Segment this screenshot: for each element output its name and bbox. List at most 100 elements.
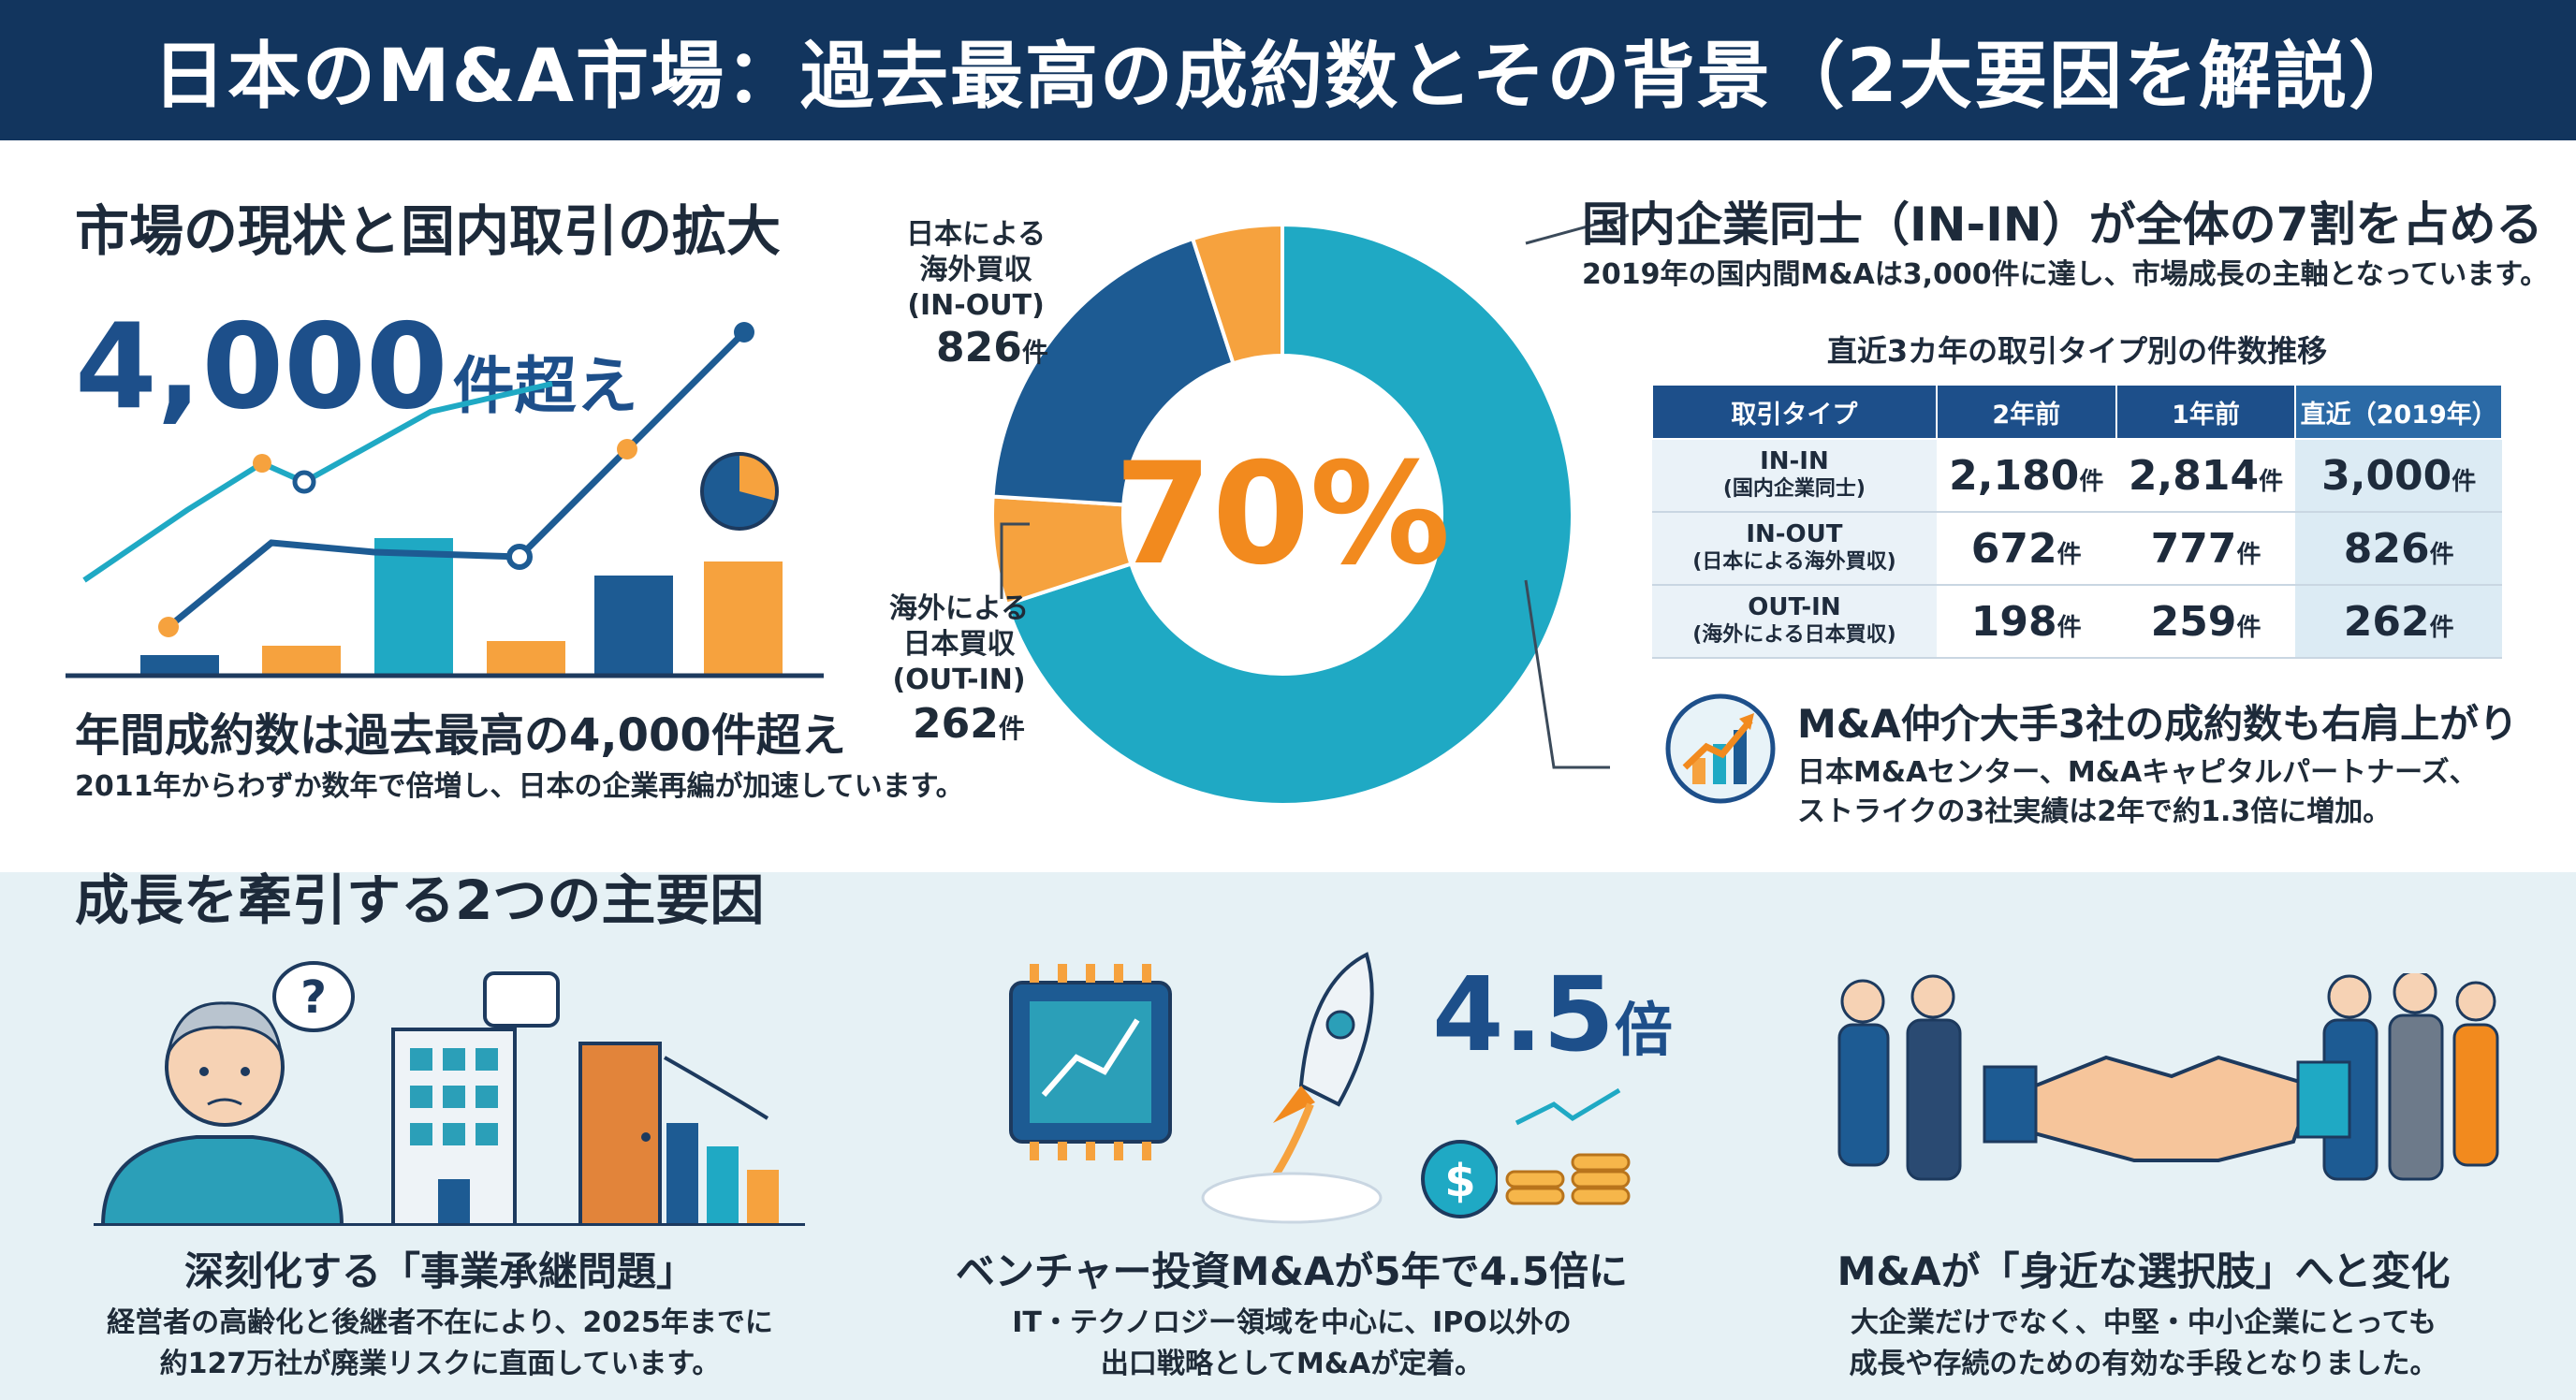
speech-bubble-icon <box>483 971 560 1028</box>
in-out-count-unit: 件 <box>1021 337 1048 368</box>
row-type-sub: (海外による日本買収) <box>1692 623 1896 647</box>
donut-center-percent: 70% <box>1114 433 1451 596</box>
donut-hole <box>1123 356 1442 674</box>
handshake-icon <box>2010 1055 2315 1162</box>
factors-heading: 成長を牽引する2つの主要因 <box>75 868 765 932</box>
cell-unit: 件 <box>2452 467 2477 496</box>
in-out-count: 826件 <box>936 324 1048 372</box>
big-number: 4,000 <box>75 298 448 435</box>
venture-line2: 出口戦略としてM&Aが定着。 <box>1100 1348 1484 1380</box>
cell-unit: 件 <box>2259 467 2284 496</box>
market-description: 2011年からわずか数年で倍増し、日本の企業再編が加速しています。 <box>75 770 964 803</box>
out-in-count: 262件 <box>913 700 1025 748</box>
out-in-count-value: 262 <box>913 700 999 748</box>
in-out-label-line: 日本による <box>906 218 1046 251</box>
in-out-label-line: 海外買収 <box>919 254 1032 286</box>
table-cell: 826件 <box>2295 512 2502 586</box>
donut-leader-lines <box>1000 213 1629 769</box>
table-cell: 672件 <box>1936 512 2116 586</box>
table-header-type: 取引タイプ <box>1651 384 1938 440</box>
growth-point <box>617 439 637 459</box>
cell-unit: 件 <box>2056 540 2082 569</box>
table-cell-type: IN-OUT (日本による海外買収) <box>1652 512 1937 586</box>
growth-bar-2 <box>262 646 341 674</box>
growth-point <box>253 454 271 473</box>
money-bag-icon <box>1421 1140 1498 1218</box>
table-cell: 198件 <box>1936 585 2116 659</box>
table-header-2y: 2年前 <box>1935 384 2117 440</box>
row-type-sub: (日本による海外買収) <box>1692 550 1896 574</box>
coin-stack-icon <box>1505 1087 1631 1205</box>
table-cell: 3,000件 <box>2295 439 2502 513</box>
growth-line-light <box>82 381 553 583</box>
table-row: IN-OUT (日本による海外買収) 672件 777件 826件 <box>1652 512 2502 586</box>
cell-value: 259 <box>2150 597 2237 646</box>
growth-bar-4 <box>487 641 565 674</box>
market-heading: 市場の現状と国内取引の拡大 <box>75 199 782 263</box>
elderly-person-icon <box>100 1135 344 1226</box>
choice-line1: 大企業だけでなく、中堅・中小企業にとっても <box>1850 1306 2437 1339</box>
table-row: OUT-IN (海外による日本買収) 198件 259件 262件 <box>1652 585 2502 659</box>
growth-bar-5 <box>594 576 673 674</box>
succession-line2: 約127万社が廃業リスクに直面しています。 <box>159 1348 721 1380</box>
page-title: 日本のM&A市場：過去最高の成約数とその背景（2大要因を解説） <box>153 35 2423 119</box>
cell-unit: 件 <box>2079 467 2104 496</box>
row-type: IN-IN <box>1760 447 1829 475</box>
rising-chart-icon <box>1665 693 1776 804</box>
succession-title: 深刻化する「事業承継問題」 <box>183 1248 695 1294</box>
question-bubble-icon <box>272 961 355 1032</box>
decline-arrow-icon <box>664 1056 769 1120</box>
growth-line-dark <box>166 329 747 630</box>
table-header-1y: 1年前 <box>2115 384 2297 440</box>
growth-point <box>734 322 754 343</box>
cell-value: 826 <box>2343 524 2430 573</box>
donut-segment-other <box>1190 222 1284 366</box>
row-type: IN-OUT <box>1746 520 1843 548</box>
row-type: OUT-IN <box>1748 593 1841 621</box>
decline-bar <box>666 1123 698 1226</box>
out-in-count-unit: 件 <box>998 713 1025 744</box>
deal-type-table: 取引タイプ 2年前 1年前 直近（2019年） IN-IN (国内企業同士) 2… <box>1651 384 2503 659</box>
growth-point <box>158 617 179 637</box>
domestic-description: 2019年の国内間M&Aは3,000件に達し、市場成長の主軸となっています。 <box>1582 258 2549 291</box>
table-header-recent: 直近（2019年） <box>2294 384 2503 440</box>
title-bar: 日本のM&A市場：過去最高の成約数とその背景（2大要因を解説） <box>0 0 2576 140</box>
brokers-line2: ストライクの3社実績は2年で約1.3倍に増加。 <box>1797 795 2392 828</box>
cell-value: 672 <box>1970 524 2057 573</box>
big-number-block: 4,000 件超え <box>75 298 638 435</box>
choice-illustration <box>1837 973 2499 1181</box>
table-cell: 2,814件 <box>2115 439 2296 513</box>
svg-text:?: ? <box>300 971 327 1024</box>
growth-bar-1 <box>140 655 219 674</box>
out-in-label-line: 日本買収 <box>902 628 1016 661</box>
in-out-label: 日本による 海外買収 (IN-OUT) <box>906 217 1046 324</box>
table-cell-type: IN-IN (国内企業同士) <box>1652 439 1937 513</box>
business-people-icon <box>1837 973 2499 1181</box>
table-cell-type: OUT-IN (海外による日本買収) <box>1652 585 1937 659</box>
cell-unit: 件 <box>2056 613 2082 642</box>
growth-point <box>292 470 316 494</box>
out-in-label-line: 海外による <box>889 592 1030 625</box>
out-in-label-line: (OUT-IN) <box>892 664 1026 696</box>
table-cell: 259件 <box>2115 585 2296 659</box>
table-header-row: 取引タイプ 2年前 1年前 直近（2019年） <box>1651 384 2503 440</box>
svg-text:$: $ <box>1444 1155 1475 1207</box>
cell-value: 3,000 <box>2321 451 2452 500</box>
venture-big-value: 4.5 <box>1432 955 1615 1074</box>
market-subheading: 年間成約数は過去最高の4,000件超え <box>75 709 846 762</box>
choice-title: M&Aが「身近な選択肢」へと変化 <box>1837 1248 2451 1294</box>
brokers-heading: M&A仲介大手3社の成約数も右肩上がり <box>1797 701 2519 747</box>
growth-bar-3 <box>374 538 453 674</box>
cell-unit: 件 <box>2429 540 2454 569</box>
growth-point <box>506 544 533 570</box>
domestic-heading: 国内企業同士（IN-IN）が全体の7割を占める <box>1582 197 2543 252</box>
table-cell: 262件 <box>2295 585 2502 659</box>
choice-line2: 成長や存続のための有効な手段となりました。 <box>1849 1348 2438 1380</box>
table-row: IN-IN (国内企業同士) 2,180件 2,814件 3,000件 <box>1652 439 2502 513</box>
growth-bar-6 <box>704 561 783 674</box>
growth-illustration <box>66 322 824 678</box>
brokers-line1: 日本M&Aセンター、M&Aキャピタルパートナーズ、 <box>1797 756 2478 789</box>
out-in-label: 海外による 日本買収 (OUT-IN) <box>889 591 1029 698</box>
venture-illustration: $ <box>1009 952 1498 1224</box>
venture-title: ベンチャー投資M&Aが5年で4.5倍に <box>955 1248 1629 1294</box>
